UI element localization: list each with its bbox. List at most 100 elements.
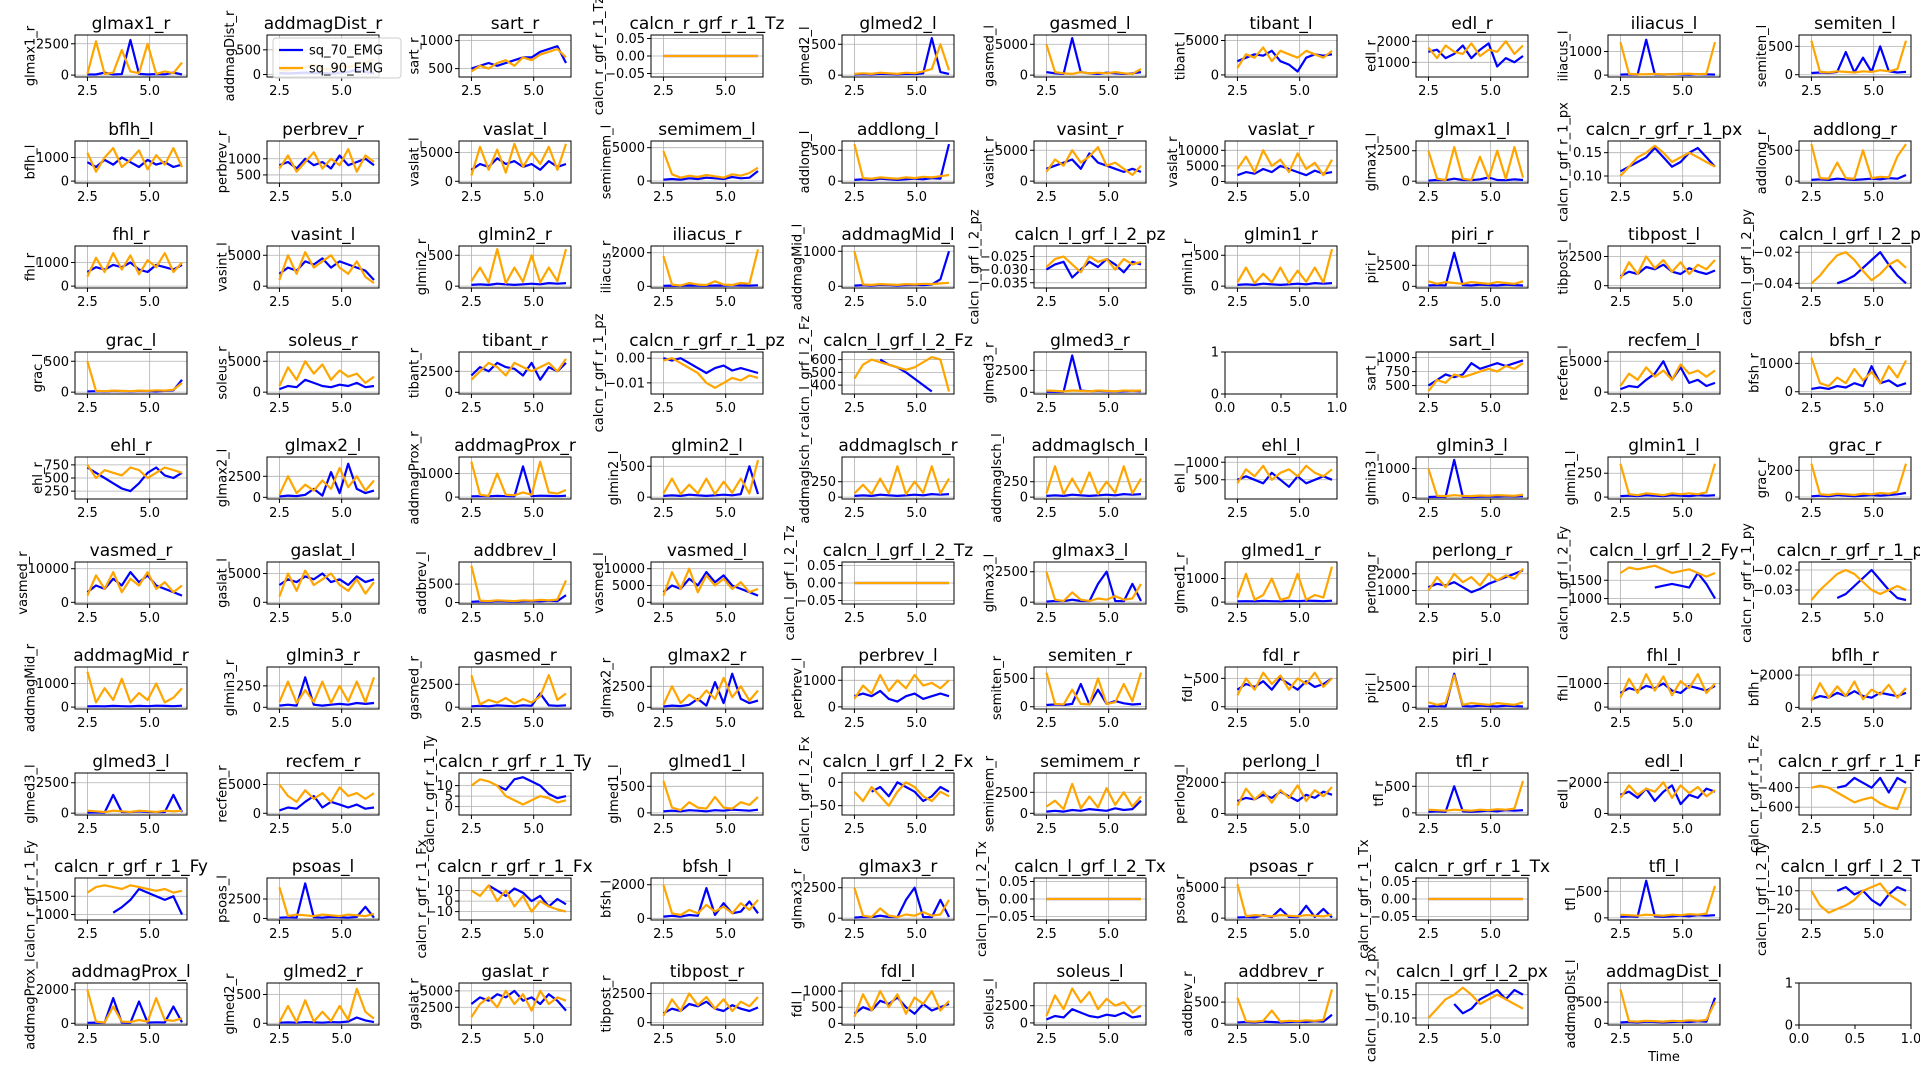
y-tick-label: 2500 xyxy=(420,1001,453,1016)
axes-frame xyxy=(1033,351,1147,395)
axes-frame xyxy=(266,772,380,816)
y-tick-label: 0 xyxy=(1020,175,1028,190)
x-tick-label: 5.0 xyxy=(715,295,736,310)
subplot-title: addbrev_r xyxy=(1238,962,1323,982)
y-axis-label: tfl_r xyxy=(1372,781,1387,807)
y-tick-label: 0 xyxy=(253,912,261,927)
series-line-sq-90-emg xyxy=(278,676,376,705)
subplot-title: calcn_l_grf_l_2_pz xyxy=(1015,225,1166,245)
series-line-sq-90-emg xyxy=(853,251,950,286)
y-tick-label: 0 xyxy=(637,175,645,190)
series-line-sq-90-emg xyxy=(1810,143,1907,180)
series-line-sq-90-emg xyxy=(1427,146,1525,182)
subplot-title: addlong_l xyxy=(857,120,939,140)
y-axis-label: calcn_l_grf_l_2_px xyxy=(1365,946,1380,1063)
y-tick-label: 0 xyxy=(637,912,645,927)
y-tick-label: 0 xyxy=(1211,912,1219,927)
y-tick-label: 500 xyxy=(1194,473,1219,488)
y-tick-label: 5000 xyxy=(612,141,645,156)
x-tick-label: 5.0 xyxy=(1672,506,1693,521)
y-axis-label: sart_l xyxy=(1365,355,1380,390)
axes-frame xyxy=(650,351,764,395)
y-axis-label: vasmed_l xyxy=(592,552,607,613)
series-line-sq-90-emg xyxy=(854,43,951,75)
series-line-sq-90-emg xyxy=(853,887,950,919)
subplot-title: calcn_r_grf_r_1_Fy xyxy=(54,857,208,877)
y-tick-label: 0 xyxy=(1211,1017,1219,1032)
x-tick-label: 5.0 xyxy=(1289,611,1310,626)
y-axis-label: glmed1_r xyxy=(1174,552,1189,614)
series-line-sq-70-emg xyxy=(471,692,567,708)
subplot-title: glmed3_l xyxy=(92,752,169,772)
y-tick-label: 1000 xyxy=(803,985,836,1000)
subplot-calcn-r-grf-r-1-py: 2.5 5.0−0.03−0.02calcn_r_grf_r_1_pycalcn_… xyxy=(1740,523,1920,643)
y-tick-label: 5000 xyxy=(995,38,1028,53)
y-tick-label: 0 xyxy=(445,386,453,401)
subplot-calcn-r-grf-r-1-tx: 2.5 5.0−0.050.000.05calcn_r_grf_r_1_Txcal… xyxy=(1357,839,1550,959)
y-axis-label: calcn_l_grf_l_2_pz xyxy=(967,209,982,325)
x-tick-label: 5.0 xyxy=(523,927,544,942)
y-tick-label: 0 xyxy=(1785,701,1793,716)
y-axis-label: tibant_l xyxy=(1174,32,1189,80)
subplot-title: semimem_l xyxy=(658,120,755,140)
legend: sq_70_EMG sq_90_EMG xyxy=(272,37,402,79)
y-axis-label: vasint_r xyxy=(983,136,998,188)
axes-frame xyxy=(841,245,955,289)
series-line-sq-90-emg xyxy=(1810,40,1908,74)
axes-frame xyxy=(1224,772,1338,816)
x-tick-label: 2.5 xyxy=(269,611,290,626)
x-tick-label: 5.0 xyxy=(1289,84,1310,99)
y-tick-label: −600 xyxy=(1757,801,1793,816)
axes-frame xyxy=(458,982,572,1026)
y-axis-label: calcn_r_grf_r_1_Tz xyxy=(592,0,607,115)
y-axis-label: edl_r xyxy=(1365,39,1380,71)
y-tick-label: 5000 xyxy=(995,144,1028,159)
x-tick-label: 5.0 xyxy=(331,295,352,310)
series-line-sq-70-emg xyxy=(87,704,183,708)
x-tick-label: 2.5 xyxy=(1610,190,1631,205)
axes-frame xyxy=(650,561,764,605)
y-tick-label: 1000 xyxy=(36,908,69,923)
subplot-title: tfl_r xyxy=(1456,752,1489,772)
y-tick-label: 2500 xyxy=(228,470,261,485)
y-tick-label: 200 xyxy=(1768,464,1793,479)
x-tick-label: 2.5 xyxy=(77,401,98,416)
axes-frame xyxy=(1415,456,1529,500)
series-line-sq-70-emg xyxy=(496,776,567,800)
axes-frame xyxy=(1033,561,1147,605)
y-tick-label: −0.02 xyxy=(1753,564,1793,579)
y-tick-label: −10 xyxy=(426,905,453,920)
series-line-sq-70-emg xyxy=(86,466,183,493)
x-tick-label: 2.5 xyxy=(1036,401,1057,416)
x-tick-label: 5.0 xyxy=(1289,295,1310,310)
subplot-title: calcn_r_grf_r_1_Tx xyxy=(1394,857,1550,877)
y-axis-label: calcn_r_grf_r_1_Ty xyxy=(423,735,438,853)
y-axis-label: calcn_l_grf_l_2_Fz xyxy=(798,316,813,431)
x-tick-label: 2.5 xyxy=(653,84,674,99)
x-tick-label: 5.0 xyxy=(331,927,352,942)
x-tick-label: 5.0 xyxy=(331,716,352,731)
x-tick-label: 2.5 xyxy=(77,84,98,99)
axes-frame xyxy=(1607,456,1721,500)
series-line-sq-70-emg xyxy=(1237,599,1333,603)
series-line-sq-70-emg xyxy=(1046,152,1142,173)
x-tick-label: 5.0 xyxy=(1863,506,1884,521)
subplot-calcn-r-grf-r-1-px: 2.5 5.00.100.15calcn_r_grf_r_1_pxcalcn_r_… xyxy=(1557,102,1743,222)
y-tick-label: 1000 xyxy=(420,34,453,49)
series-line-sq-90-emg xyxy=(1810,463,1908,497)
x-tick-label: 2.5 xyxy=(653,927,674,942)
y-axis-label: piri_r xyxy=(1365,250,1380,283)
axes-frame xyxy=(1224,456,1338,500)
